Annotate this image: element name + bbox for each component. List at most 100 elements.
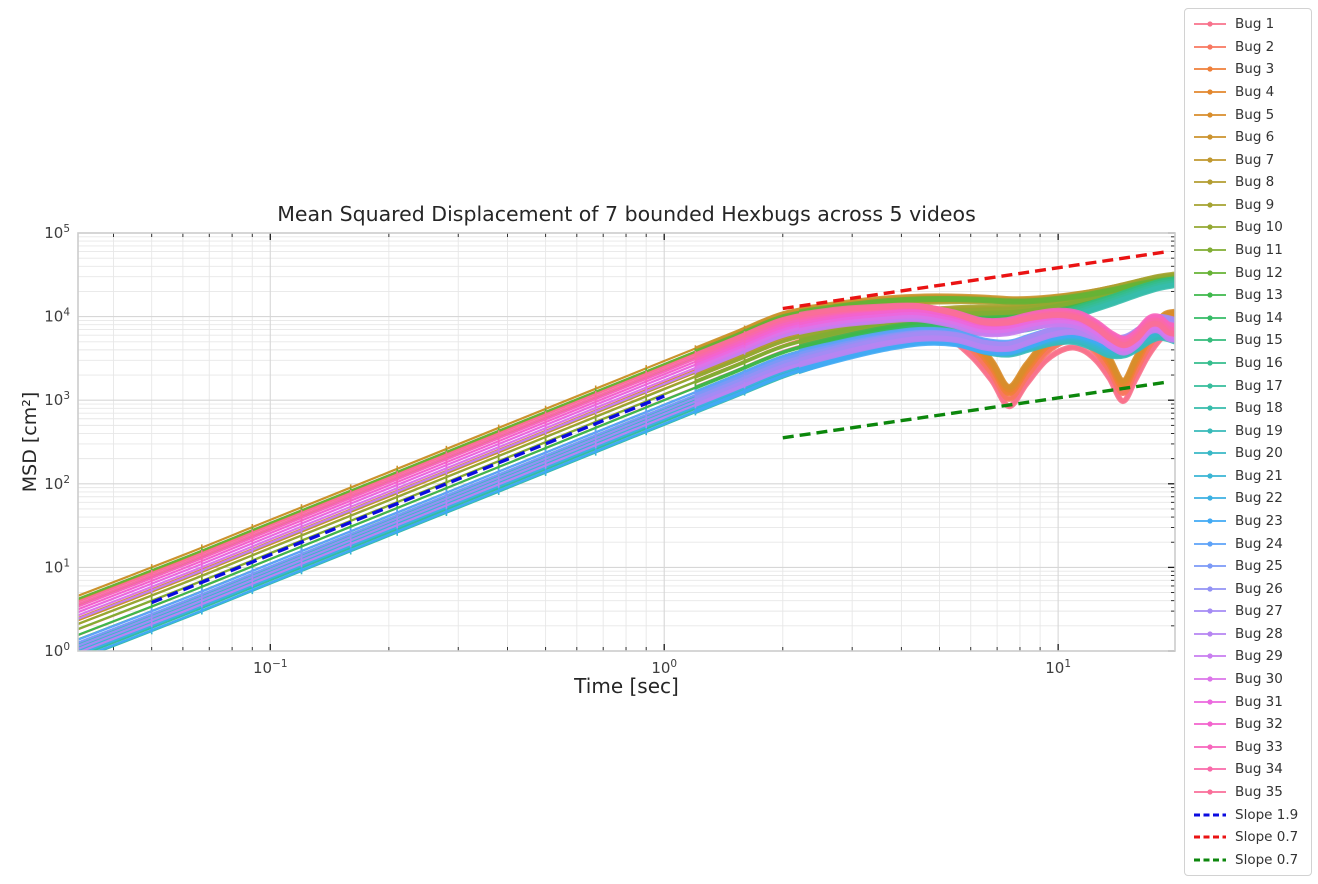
bug-series <box>78 271 1176 651</box>
chart-title: Mean Squared Displacement of 7 bounded H… <box>277 202 976 226</box>
legend-line-icon <box>1194 111 1226 118</box>
legend-line-icon <box>1194 428 1226 434</box>
legend-item: Bug 32 <box>1193 714 1305 735</box>
x-axis-label: Time [sec] <box>574 674 679 698</box>
legend-item: Bug 6 <box>1193 127 1305 148</box>
y-tick-label: 100 <box>44 641 70 660</box>
legend-line-icon <box>1194 315 1226 321</box>
legend-item: Bug 31 <box>1193 691 1305 712</box>
legend-item-label: Bug 28 <box>1235 625 1283 642</box>
legend-line-icon <box>1194 450 1226 456</box>
legend-line-icon <box>1194 66 1226 73</box>
legend-line-icon <box>1194 202 1226 208</box>
legend-line-icon <box>1194 789 1226 795</box>
legend-item: Bug 18 <box>1193 398 1305 419</box>
legend-line-icon <box>1194 224 1226 231</box>
legend-line-icon <box>1194 157 1226 163</box>
legend-item: Bug 10 <box>1193 217 1305 238</box>
legend-item-label: Bug 29 <box>1235 648 1283 665</box>
legend-line-icon <box>1194 631 1226 637</box>
legend-item-label: Bug 21 <box>1235 467 1283 484</box>
legend-item-label: Bug 34 <box>1235 761 1283 778</box>
legend-line-icon <box>1194 405 1226 411</box>
slope-guide-line <box>782 249 1169 311</box>
legend-item: Bug 25 <box>1193 556 1305 577</box>
legend-line-icon <box>1194 473 1226 479</box>
legend-item-label: Bug 12 <box>1235 264 1283 281</box>
legend-item-label: Bug 20 <box>1235 445 1283 462</box>
legend-line-icon <box>1194 699 1226 705</box>
legend-item-label: Bug 31 <box>1235 693 1283 710</box>
legend-item: Bug 15 <box>1193 330 1305 351</box>
y-tick-label: 103 <box>44 390 70 409</box>
legend-item-label: Bug 22 <box>1235 490 1283 507</box>
legend-line-icon <box>1194 247 1226 253</box>
legend-item: Bug 21 <box>1193 465 1305 486</box>
legend-item: Bug 3 <box>1193 59 1305 80</box>
legend-line-icon <box>1194 563 1226 569</box>
legend-item: Bug 22 <box>1193 488 1305 509</box>
legend-item: Slope 0.7 <box>1193 849 1305 870</box>
legend-item-label: Bug 11 <box>1235 242 1283 259</box>
legend-item-label: Bug 16 <box>1235 354 1283 371</box>
legend-item: Bug 35 <box>1193 781 1305 802</box>
legend-item: Bug 29 <box>1193 646 1305 667</box>
legend-item: Bug 2 <box>1193 36 1305 57</box>
legend-item: Bug 24 <box>1193 533 1305 554</box>
legend-item: Bug 5 <box>1193 104 1305 125</box>
y-axis-label: MSD [cm²] <box>19 391 41 493</box>
legend-item: Bug 30 <box>1193 669 1305 690</box>
y-tick-label: 101 <box>44 557 70 576</box>
legend-item-label: Bug 10 <box>1235 219 1283 236</box>
legend-item-label: Bug 7 <box>1235 151 1275 168</box>
legend-line-icon <box>1194 676 1226 682</box>
legend-item: Slope 0.7 <box>1193 827 1305 848</box>
legend-item: Bug 27 <box>1193 601 1305 622</box>
legend: Bug 1 Bug 2 Bug 3 Bug 4 Bug 5 Bug 6 Bug 7 Bug 8… <box>1184 8 1312 876</box>
legend-item-label: Bug 9 <box>1235 196 1275 213</box>
legend-item: Bug 20 <box>1193 443 1305 464</box>
legend-item-label: Bug 35 <box>1235 783 1283 800</box>
legend-item-label: Bug 15 <box>1235 332 1283 349</box>
legend-item: Bug 4 <box>1193 82 1305 103</box>
legend-line-icon <box>1194 858 1226 862</box>
legend-line-icon <box>1194 813 1226 817</box>
legend-item-label: Bug 25 <box>1235 558 1283 575</box>
legend-item: Bug 1 <box>1193 14 1305 35</box>
legend-item-label: Bug 4 <box>1235 84 1275 101</box>
legend-item-label: Bug 14 <box>1235 309 1283 326</box>
legend-line-icon <box>1194 766 1226 772</box>
legend-item: Bug 11 <box>1193 240 1305 261</box>
legend-line-icon <box>1194 518 1226 524</box>
legend-line-icon <box>1194 586 1226 592</box>
legend-item-label: Bug 8 <box>1235 174 1275 191</box>
legend-line-icon <box>1194 382 1226 389</box>
legend-item-label: Bug 17 <box>1235 377 1283 394</box>
legend-item-label: Slope 0.7 <box>1235 829 1299 846</box>
legend-item: Bug 7 <box>1193 149 1305 170</box>
legend-item: Bug 9 <box>1193 194 1305 215</box>
legend-line-icon <box>1194 540 1226 547</box>
legend-item-label: Bug 32 <box>1235 716 1283 733</box>
y-tick-label: 102 <box>44 474 70 493</box>
legend-line-icon <box>1194 21 1226 27</box>
legend-line-icon <box>1194 44 1226 50</box>
legend-line-icon <box>1194 744 1226 750</box>
legend-line-icon <box>1194 608 1226 614</box>
legend-item: Bug 13 <box>1193 285 1305 306</box>
legend-line-icon <box>1194 134 1226 140</box>
legend-item: Bug 28 <box>1193 623 1305 644</box>
legend-item-label: Bug 26 <box>1235 580 1283 597</box>
legend-item-label: Bug 5 <box>1235 106 1275 123</box>
y-tick-label: 105 <box>44 223 70 242</box>
legend-item-label: Slope 0.7 <box>1235 851 1299 868</box>
legend-item-label: Bug 1 <box>1235 16 1275 33</box>
legend-item: Bug 33 <box>1193 736 1305 757</box>
legend-item-label: Slope 1.9 <box>1235 806 1299 823</box>
slope-guide-line <box>151 394 665 605</box>
legend-item: Bug 8 <box>1193 172 1305 193</box>
legend-item-label: Bug 33 <box>1235 738 1283 755</box>
legend-item: Bug 14 <box>1193 307 1305 328</box>
